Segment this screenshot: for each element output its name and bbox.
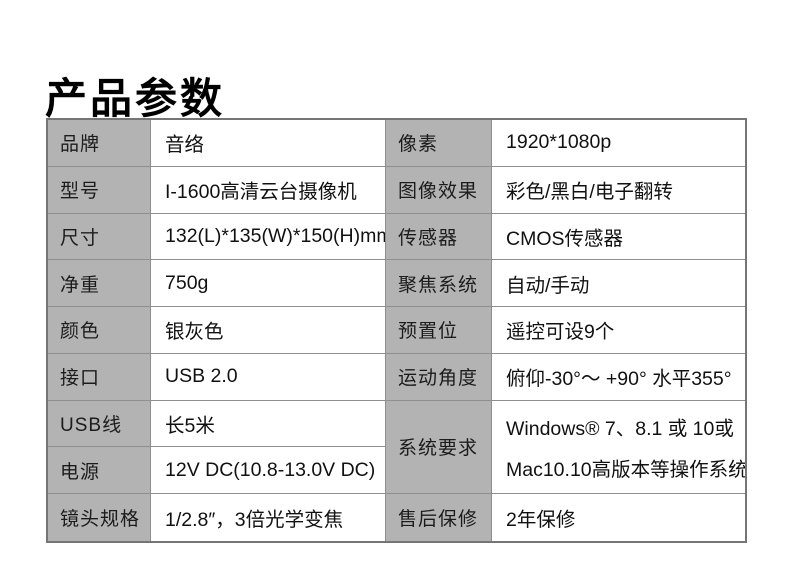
spec-value-color: 银灰色 <box>151 307 386 354</box>
spec-value-motion-angle: 俯仰-30°～ +90° 水平355° <box>492 353 745 401</box>
spec-value-power: 12V DC(10.8-13.0V DC) <box>151 447 386 495</box>
spec-label-power: 电源 <box>48 447 151 495</box>
spec-value-lens: 1/2.8″，3倍光学变焦 <box>151 494 386 541</box>
spec-label-motion-angle: 运动角度 <box>386 353 492 401</box>
spec-table-right-section: 像素 1920*1080p 图像效果 彩色/黑白/电子翻转 传感器 CMOS传感… <box>386 120 745 541</box>
spec-value-dimensions: 132(L)*135(W)*150(H)mm <box>151 213 386 261</box>
system-requirements-line-1: Windows® 7、8.1 或 10或 <box>506 418 734 441</box>
spec-value-pixels: 1920*1080p <box>492 120 745 167</box>
spec-label-interface: 接口 <box>48 353 151 401</box>
spec-value-image-effects: 彩色/黑白/电子翻转 <box>492 166 745 214</box>
spec-value-interface: USB 2.0 <box>151 353 386 401</box>
spec-label-warranty: 售后保修 <box>386 494 492 541</box>
spec-label-system-requirements: 系统要求 <box>386 400 492 495</box>
product-spec-table: 品牌 音络 型号 I-1600高清云台摄像机 尺寸 132(L)*135(W)*… <box>46 118 747 543</box>
spec-label-presets: 预置位 <box>386 307 492 354</box>
spec-value-model: I-1600高清云台摄像机 <box>151 166 386 214</box>
spec-value-warranty: 2年保修 <box>492 494 745 541</box>
spec-label-image-effects: 图像效果 <box>386 166 492 214</box>
spec-label-lens: 镜头规格 <box>48 494 151 541</box>
spec-label-net-weight: 净重 <box>48 260 151 308</box>
spec-label-usb-cable: USB线 <box>48 400 151 448</box>
spec-label-model: 型号 <box>48 166 151 214</box>
spec-value-brand: 音络 <box>151 120 386 167</box>
spec-label-focus-system: 聚焦系统 <box>386 260 492 308</box>
spec-value-net-weight: 750g <box>151 260 386 308</box>
spec-value-system-requirements: Windows® 7、8.1 或 10或 Mac10.10高版本等操作系统 <box>492 400 745 495</box>
spec-label-dimensions: 尺寸 <box>48 213 151 261</box>
spec-label-color: 颜色 <box>48 307 151 354</box>
spec-label-brand: 品牌 <box>48 120 151 167</box>
page-title: 产品参数 <box>45 75 226 123</box>
spec-label-pixels: 像素 <box>386 120 492 167</box>
spec-value-presets: 遥控可设9个 <box>492 307 745 354</box>
spec-value-sensor: CMOS传感器 <box>492 213 745 261</box>
spec-table-left-section: 品牌 音络 型号 I-1600高清云台摄像机 尺寸 132(L)*135(W)*… <box>48 120 386 541</box>
spec-value-usb-cable: 长5米 <box>151 400 386 448</box>
spec-value-focus-system: 自动/手动 <box>492 260 745 308</box>
spec-label-sensor: 传感器 <box>386 213 492 261</box>
system-requirements-line-2: Mac10.10高版本等操作系统 <box>506 458 745 481</box>
